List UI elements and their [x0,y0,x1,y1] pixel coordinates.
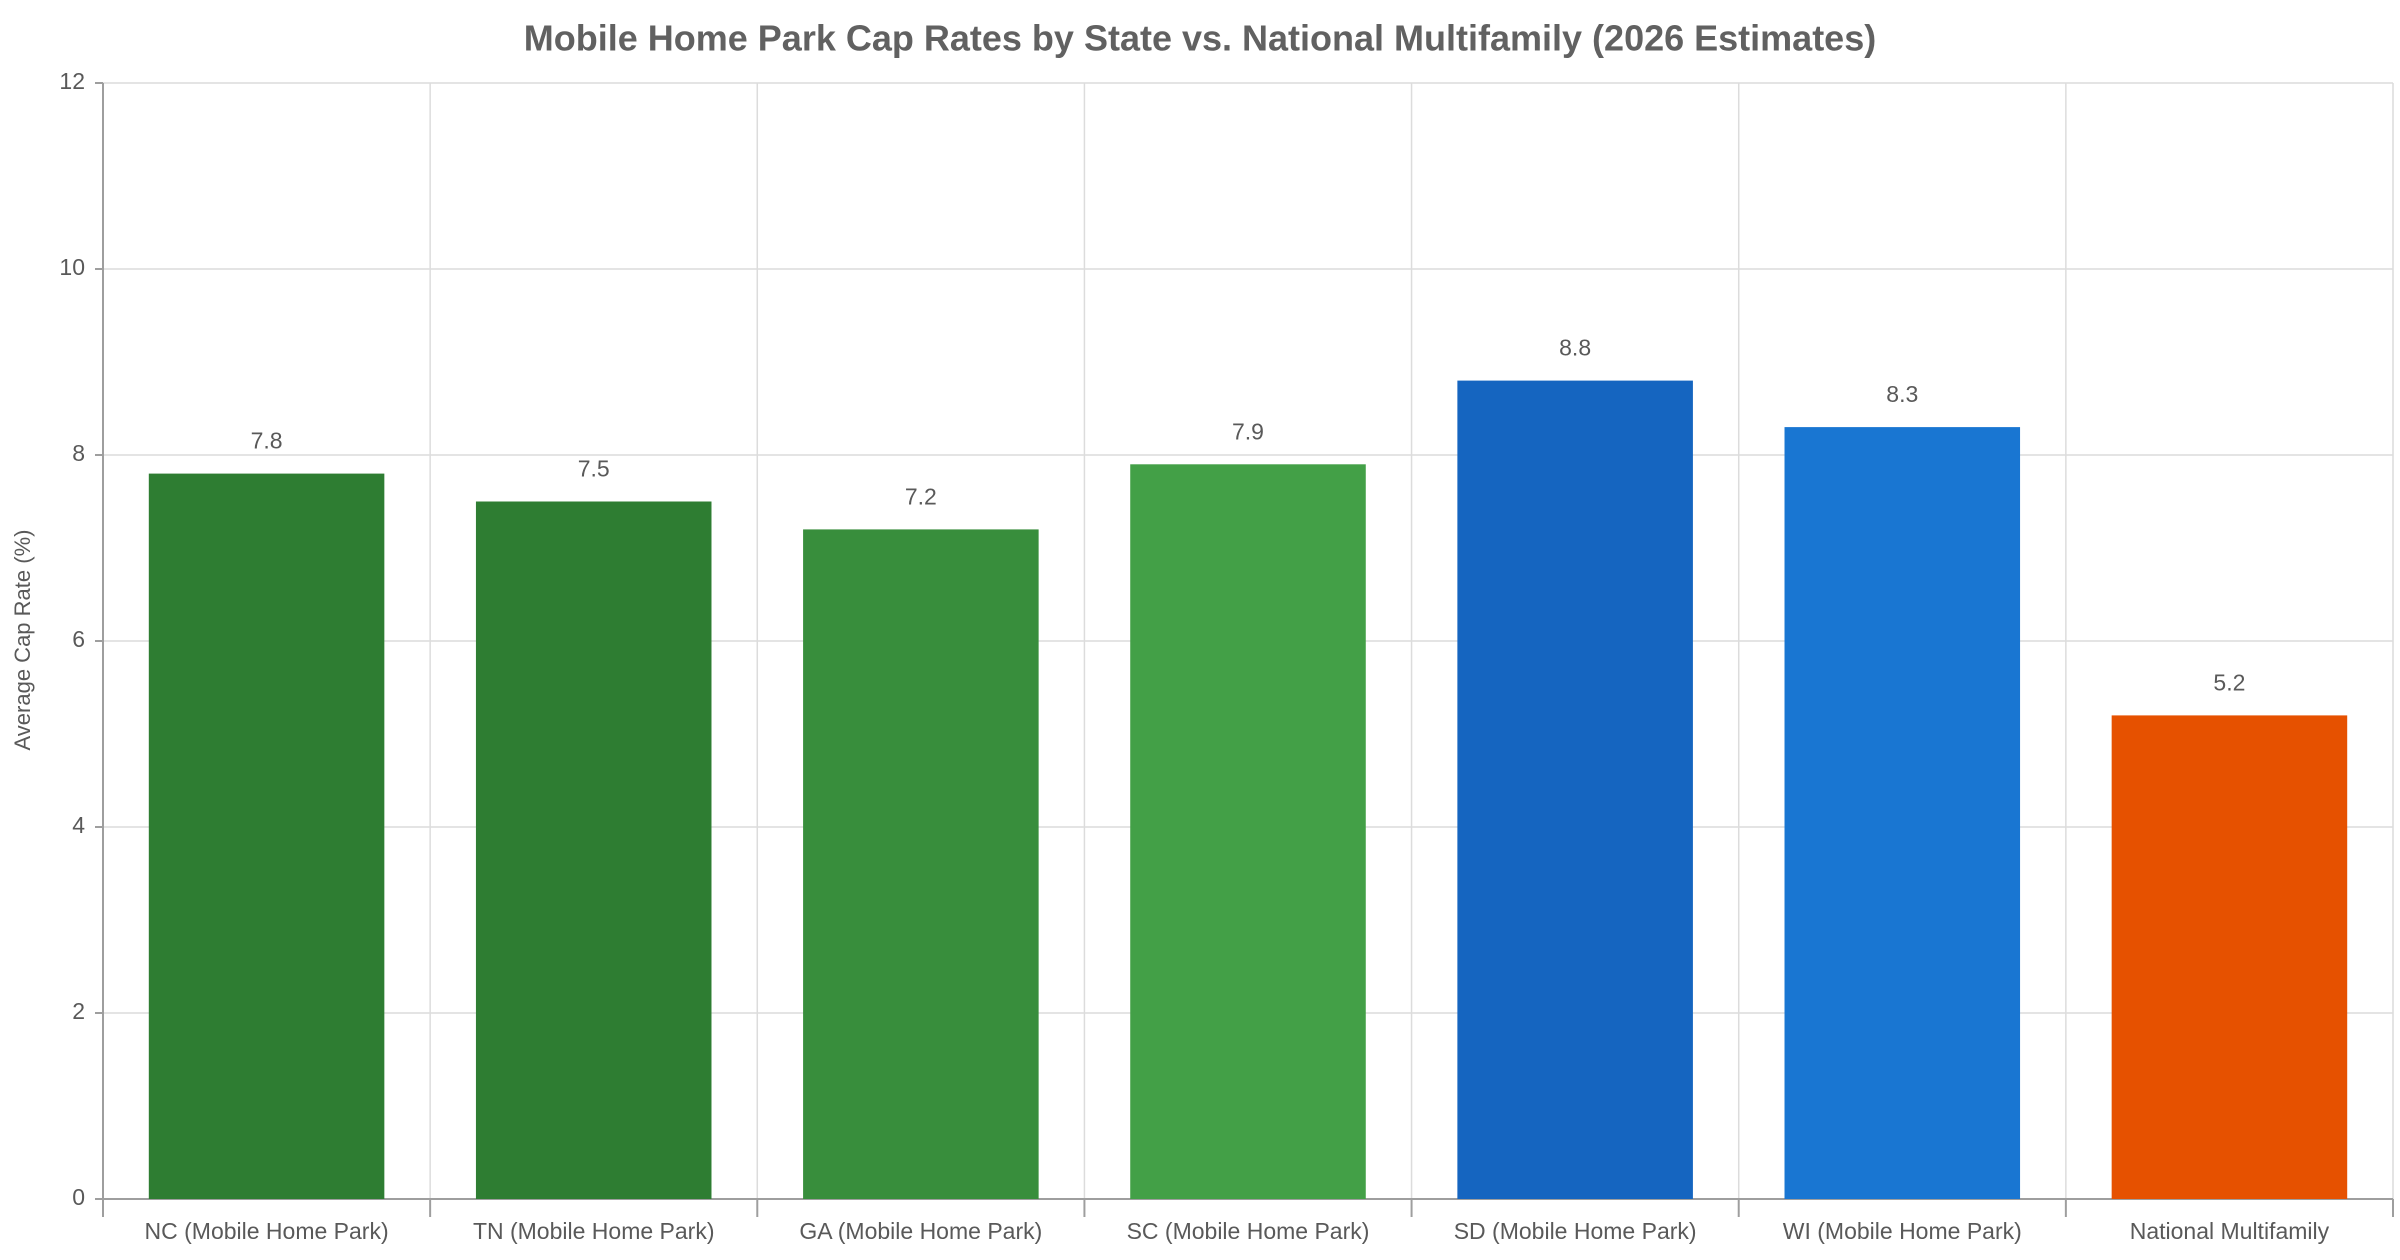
x-tick-label: NC (Mobile Home Park) [145,1218,389,1244]
bar [803,529,1039,1199]
y-tick-label: 2 [72,998,85,1024]
data-label: 8.3 [1886,381,1918,407]
y-tick-label: 8 [72,440,85,466]
chart-title: Mobile Home Park Cap Rates by State vs. … [524,18,1876,59]
data-label: 7.8 [251,428,283,454]
y-tick-label: 0 [72,1184,85,1210]
bar [1130,464,1366,1199]
bar [1457,380,1693,1200]
data-label: 5.2 [2213,669,2245,695]
x-tick-label: SD (Mobile Home Park) [1454,1218,1697,1244]
data-label: 7.5 [578,456,610,482]
x-tick-label: WI (Mobile Home Park) [1783,1218,2022,1244]
y-tick-label: 6 [72,626,85,652]
data-label: 7.9 [1232,418,1264,444]
bar [2111,715,2348,1199]
bar [475,501,712,1199]
x-tick-label: National Multifamily [2130,1218,2330,1244]
x-tick-label: SC (Mobile Home Park) [1127,1218,1370,1244]
y-tick-label: 12 [59,68,85,94]
x-tick-label: GA (Mobile Home Park) [799,1218,1042,1244]
y-tick-label: 4 [72,812,85,838]
bar [1784,427,2021,1200]
data-label: 8.8 [1559,335,1591,361]
data-label: 7.2 [905,483,937,509]
x-tick-label: TN (Mobile Home Park) [473,1218,715,1244]
bar [148,473,385,1200]
y-tick-label: 10 [59,254,85,280]
y-axis-label: Average Cap Rate (%) [10,530,35,751]
